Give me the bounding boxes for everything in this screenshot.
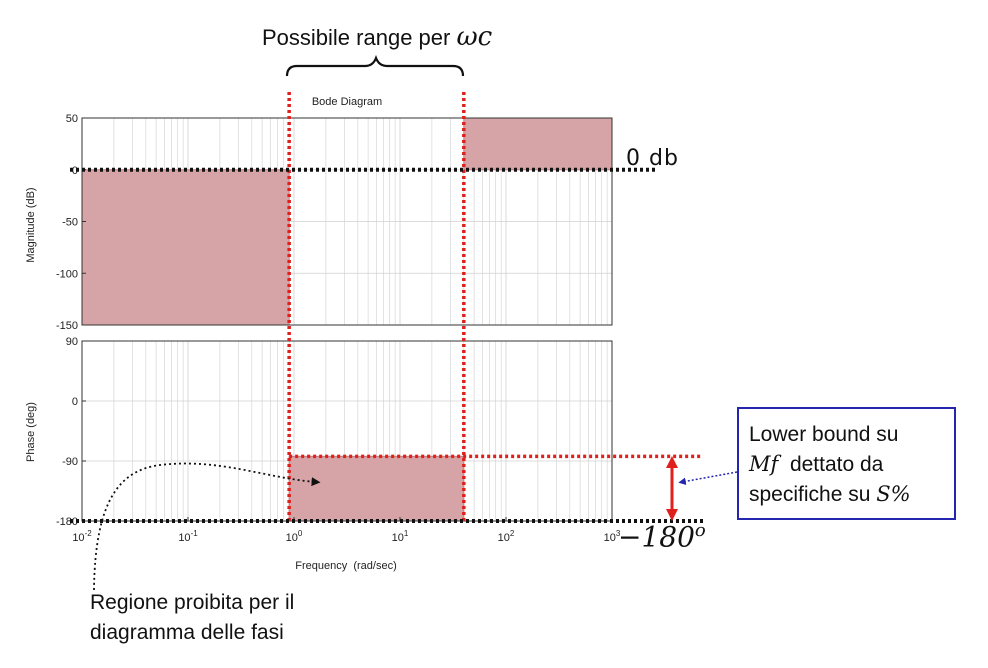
xtick-label: 102 <box>498 529 515 544</box>
range-text: Possibile range per <box>262 25 451 50</box>
phase-ytick-label: -90 <box>62 456 78 468</box>
crossover-range-label: Possibile range per ωc <box>262 22 492 52</box>
mag-ytick-label: -50 <box>62 217 78 229</box>
magnitude-forbidden-region <box>463 117 613 171</box>
s-percent-symbol: S% <box>876 482 911 506</box>
phase-ylabel: Phase (deg) <box>25 402 37 462</box>
lower-bound-line2: Mf dettato da <box>749 452 883 477</box>
zero-db-label: 0 db <box>626 146 679 171</box>
phase-ytick-label: 0 <box>72 396 78 408</box>
chart-title: Bode Diagram <box>312 96 382 108</box>
frequency-xlabel: Frequency (rad/sec) <box>295 560 396 572</box>
forbidden-pointer-curve <box>93 462 321 591</box>
magnitude-ylabel: Magnitude (dB) <box>25 187 37 262</box>
xtick-label: 101 <box>392 529 409 544</box>
box-pointer-arrow <box>678 471 738 486</box>
lower-bound-line3: specifiche su S% <box>749 482 911 507</box>
xtick-label: 10-1 <box>178 529 198 544</box>
mf-symbol: Mf <box>749 452 779 476</box>
lower-bound-line1: Lower bound su <box>749 423 899 446</box>
lower-bound-line2-text: dettato da <box>789 453 884 476</box>
xtick-label: 100 <box>286 529 303 544</box>
phase-ytick-label: 90 <box>66 336 78 348</box>
forbidden-regions <box>81 117 613 522</box>
omega-c-symbol: ωc <box>456 22 493 52</box>
degree-exponent: o <box>694 520 706 541</box>
xtick-label: 10-2 <box>72 529 92 544</box>
lower-bound-box: Lower bound su Mf dettato da specifiche … <box>737 407 956 520</box>
minus180-value: −180 <box>618 520 695 554</box>
mag-ytick-label: -100 <box>56 268 78 280</box>
lower-bound-line3-text: specifiche su <box>749 483 871 506</box>
forbidden-region-label: Regione proibita per il diagramma delle … <box>90 591 295 644</box>
magnitude-forbidden-region <box>81 169 290 326</box>
phase-ytick-label: -180 <box>56 516 78 528</box>
mag-ytick-label: 0 <box>72 165 78 177</box>
phase-forbidden-region <box>288 455 465 522</box>
range-brace <box>285 54 465 77</box>
minus180-label: −180o <box>618 520 706 553</box>
mag-ytick-label: -150 <box>56 320 78 332</box>
mag-ytick-label: 50 <box>66 113 78 125</box>
